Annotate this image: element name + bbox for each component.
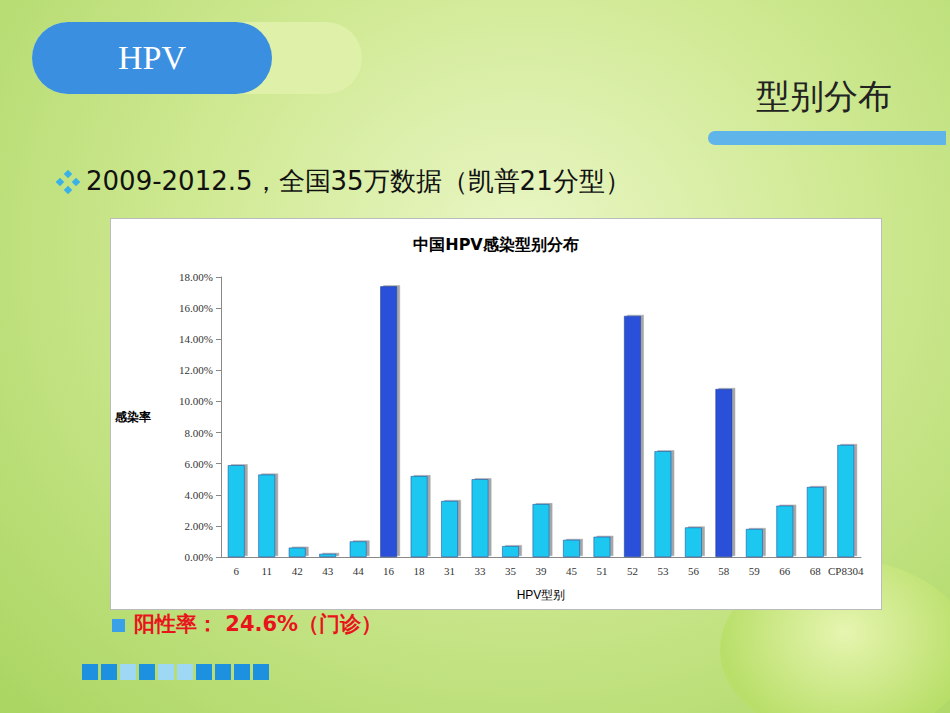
svg-text:18.00%: 18.00% [179, 271, 213, 283]
svg-text:44: 44 [353, 565, 365, 577]
svg-text:0.00%: 0.00% [185, 551, 213, 563]
svg-text:39: 39 [536, 565, 548, 577]
svg-text:10.00%: 10.00% [179, 395, 213, 407]
svg-text:58: 58 [718, 565, 730, 577]
svg-text:6.00%: 6.00% [185, 458, 213, 470]
svg-text:59: 59 [749, 565, 761, 577]
svg-text:33: 33 [475, 565, 487, 577]
svg-text:43: 43 [322, 565, 334, 577]
svg-text:2.00%: 2.00% [185, 520, 213, 532]
svg-text:11: 11 [261, 565, 272, 577]
svg-text:31: 31 [444, 565, 455, 577]
svg-text:14.00%: 14.00% [179, 333, 213, 345]
svg-text:56: 56 [688, 565, 700, 577]
html-text:型别分布: 型别分布 [756, 76, 892, 116]
svg-text:53: 53 [657, 565, 669, 577]
svg-text:42: 42 [292, 565, 303, 577]
svg-text:52: 52 [627, 565, 638, 577]
svg-text:8.00%: 8.00% [185, 427, 213, 439]
svg-text:中国HPV感染型别分布: 中国HPV感染型别分布 [413, 235, 579, 254]
svg-text:16.00%: 16.00% [179, 302, 213, 314]
svg-text:35: 35 [505, 565, 517, 577]
html-text:2009-2012.5，全国35万数据（凯普21分型）: 2009-2012.5，全国35万数据（凯普21分型） [86, 166, 631, 196]
svg-text:16: 16 [383, 565, 395, 577]
svg-text:51: 51 [596, 565, 607, 577]
svg-text:18: 18 [414, 565, 426, 577]
svg-text:HPV型别: HPV型别 [517, 588, 566, 602]
svg-text:4.00%: 4.00% [185, 489, 213, 501]
svg-text:感染率: 感染率 [114, 410, 151, 424]
svg-text:12.00%: 12.00% [179, 364, 213, 376]
svg-text:45: 45 [566, 565, 578, 577]
svg-text:68: 68 [810, 565, 822, 577]
svg-text:66: 66 [779, 565, 791, 577]
svg-text:CP8304: CP8304 [828, 565, 864, 577]
svg-text:6: 6 [233, 565, 239, 577]
html-text:HPV: HPV [118, 39, 186, 76]
html-text:阳性率： 24.6%（门诊）: 阳性率： 24.6%（门诊） [134, 612, 383, 636]
